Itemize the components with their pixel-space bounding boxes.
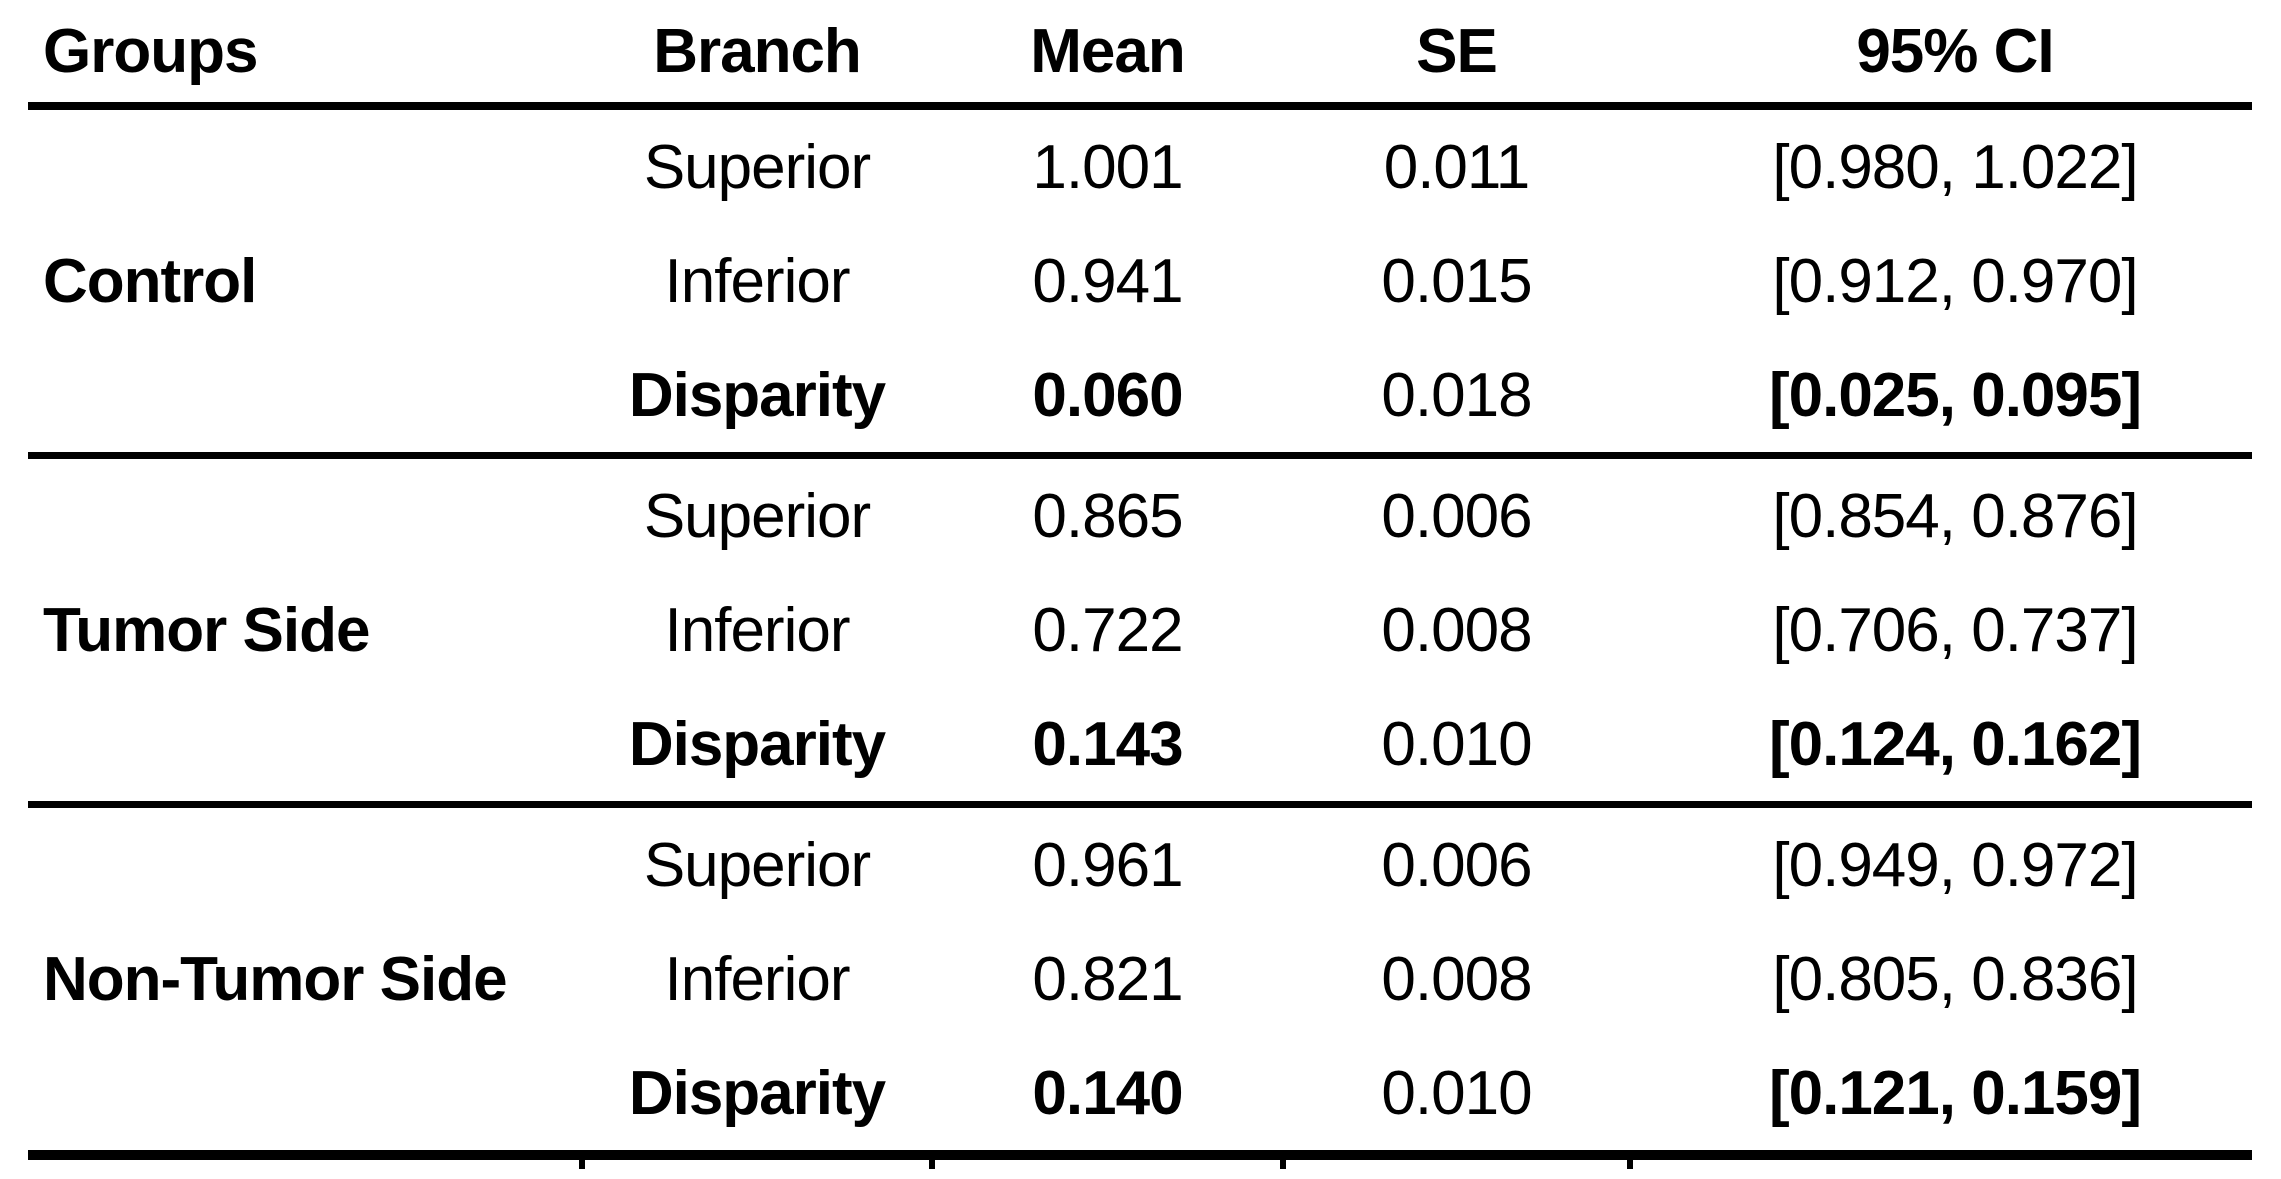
mean-cell-disparity: 0.143: [1032, 709, 1183, 779]
se-cell-disparity: 0.018: [1381, 360, 1532, 430]
column-header-se: SE: [1416, 16, 1498, 86]
column-boundary-tick: [1627, 1160, 1633, 1169]
ci-cell: [0.949, 0.972]: [1772, 830, 2138, 900]
branch-cell: Inferior: [664, 246, 851, 316]
mean-cell-disparity: 0.140: [1032, 1058, 1183, 1128]
ci-cell-disparity: [0.025, 0.095]: [1768, 360, 2142, 430]
column-boundary-tick: [929, 1160, 935, 1169]
se-cell: 0.011: [1383, 132, 1531, 202]
se-cell: 0.008: [1381, 944, 1532, 1014]
mean-cell: 1.001: [1032, 132, 1183, 202]
column-header-mean: Mean: [1030, 16, 1185, 86]
column-boundary-tick: [579, 1160, 585, 1169]
mean-cell: 0.722: [1032, 595, 1183, 665]
column-header-branch: Branch: [653, 16, 862, 86]
ci-cell: [0.854, 0.876]: [1772, 481, 2138, 551]
group-label: Tumor Side: [43, 595, 370, 665]
column-boundary-tick: [1280, 1160, 1286, 1169]
mean-cell: 0.961: [1032, 830, 1183, 900]
branch-cell: Superior: [643, 830, 871, 900]
mean-cell-disparity: 0.060: [1032, 360, 1183, 430]
statistics-table: Groups Branch Mean SE 95% CI Control Sup…: [28, 0, 2252, 1170]
bottom-border-ticks: [28, 1160, 2252, 1170]
mean-cell: 0.941: [1032, 246, 1183, 316]
ci-cell: [0.706, 0.737]: [1772, 595, 2138, 665]
column-header-groups: Groups: [43, 16, 258, 86]
se-cell-disparity: 0.010: [1381, 709, 1532, 779]
branch-cell: Superior: [643, 481, 871, 551]
branch-cell: Inferior: [664, 944, 851, 1014]
group-section-tumor-side: Tumor Side Superior 0.865 0.006 [0.854, …: [28, 459, 2252, 808]
se-cell: 0.006: [1381, 481, 1532, 551]
group-section-non-tumor-side: Non-Tumor Side Superior 0.961 0.006 [0.9…: [28, 808, 2252, 1160]
table-header-row: Groups Branch Mean SE 95% CI: [28, 0, 2252, 110]
group-section-control: Control Superior 1.001 0.011 [0.980, 1.0…: [28, 110, 2252, 459]
mean-cell: 0.821: [1032, 944, 1183, 1014]
ci-cell-disparity: [0.124, 0.162]: [1768, 709, 2142, 779]
branch-cell: Superior: [643, 132, 871, 202]
ci-cell: [0.805, 0.836]: [1772, 944, 2138, 1014]
ci-cell-disparity: [0.121, 0.159]: [1768, 1058, 2142, 1128]
se-cell: 0.008: [1381, 595, 1532, 665]
mean-cell: 0.865: [1032, 481, 1183, 551]
se-cell-disparity: 0.010: [1381, 1058, 1532, 1128]
ci-cell: [0.912, 0.970]: [1772, 246, 2138, 316]
se-cell: 0.015: [1381, 246, 1532, 316]
group-label: Control: [43, 246, 257, 316]
se-cell: 0.006: [1381, 830, 1532, 900]
ci-cell: [0.980, 1.022]: [1772, 132, 2138, 202]
branch-cell-disparity: Disparity: [628, 1058, 886, 1128]
branch-cell-disparity: Disparity: [628, 360, 886, 430]
group-label: Non-Tumor Side: [43, 944, 508, 1014]
branch-cell: Inferior: [664, 595, 851, 665]
column-header-95ci: 95% CI: [1856, 16, 2054, 86]
branch-cell-disparity: Disparity: [628, 709, 886, 779]
